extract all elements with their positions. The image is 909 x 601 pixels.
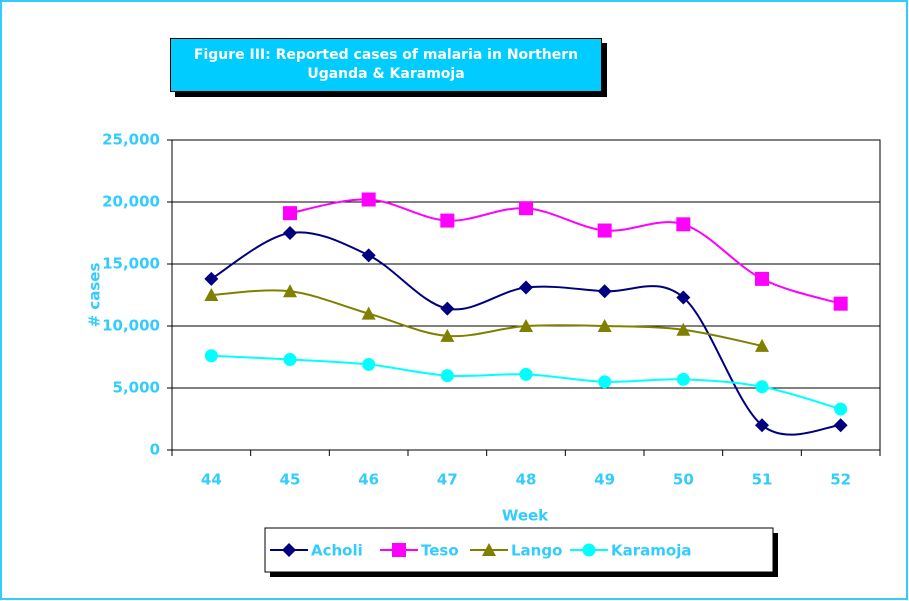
plot-area xyxy=(171,139,881,451)
marker xyxy=(597,284,612,299)
marker xyxy=(582,543,596,557)
marker xyxy=(597,223,612,238)
y-tick-label: 10,000 xyxy=(102,317,160,335)
marker xyxy=(283,284,297,298)
marker xyxy=(598,375,612,389)
y-axis-label: # cases xyxy=(86,263,104,328)
x-tick-label: 48 xyxy=(516,471,537,489)
marker xyxy=(833,418,848,433)
series-line xyxy=(211,289,763,347)
x-tick-label: 52 xyxy=(830,471,851,489)
marker xyxy=(834,402,848,416)
legend-label: Teso xyxy=(421,542,459,560)
marker xyxy=(519,367,533,381)
marker xyxy=(440,213,455,228)
marker xyxy=(676,290,691,305)
x-tick-label: 50 xyxy=(673,471,694,489)
marker xyxy=(755,271,769,286)
marker xyxy=(519,319,533,332)
marker xyxy=(204,271,219,286)
legend-box xyxy=(264,527,774,573)
marker xyxy=(755,418,769,433)
marker xyxy=(204,349,218,363)
y-tick-label: 15,000 xyxy=(102,255,160,273)
legend-label: Acholi xyxy=(311,542,363,560)
marker xyxy=(676,322,691,336)
marker xyxy=(283,226,297,240)
y-tick-label: 0 xyxy=(150,441,160,459)
marker xyxy=(283,206,297,221)
marker xyxy=(283,352,297,366)
marker xyxy=(361,306,376,320)
marker xyxy=(755,380,769,394)
series-line xyxy=(210,231,841,436)
y-tick-label: 5,000 xyxy=(113,379,160,397)
x-axis-label: Week xyxy=(502,507,549,525)
series-line xyxy=(211,354,841,411)
x-tick-label: 46 xyxy=(358,471,379,489)
marker xyxy=(282,543,296,557)
x-tick-label: 45 xyxy=(280,471,301,489)
x-tick-label: 47 xyxy=(437,471,458,489)
marker xyxy=(440,328,455,342)
marker xyxy=(392,543,406,557)
marker xyxy=(361,192,376,207)
marker xyxy=(440,301,455,316)
marker xyxy=(833,296,848,311)
y-tick-label: 20,000 xyxy=(102,193,160,211)
marker xyxy=(597,319,612,332)
marker xyxy=(361,248,376,263)
marker xyxy=(676,217,691,232)
x-tick-label: 51 xyxy=(752,471,773,489)
marker xyxy=(362,357,376,371)
marker xyxy=(755,338,769,352)
legend-label: Lango xyxy=(511,542,562,560)
marker xyxy=(204,288,219,301)
legend-label: Karamoja xyxy=(611,542,691,560)
x-tick-label: 44 xyxy=(201,471,222,489)
y-tick-label: 25,000 xyxy=(102,131,160,149)
marker xyxy=(440,369,454,383)
marker xyxy=(519,280,533,295)
chart-title: Figure III: Reported cases of malaria in… xyxy=(170,38,602,92)
marker xyxy=(676,372,690,386)
marker xyxy=(519,201,533,216)
x-tick-label: 49 xyxy=(594,471,615,489)
marker xyxy=(482,543,496,556)
